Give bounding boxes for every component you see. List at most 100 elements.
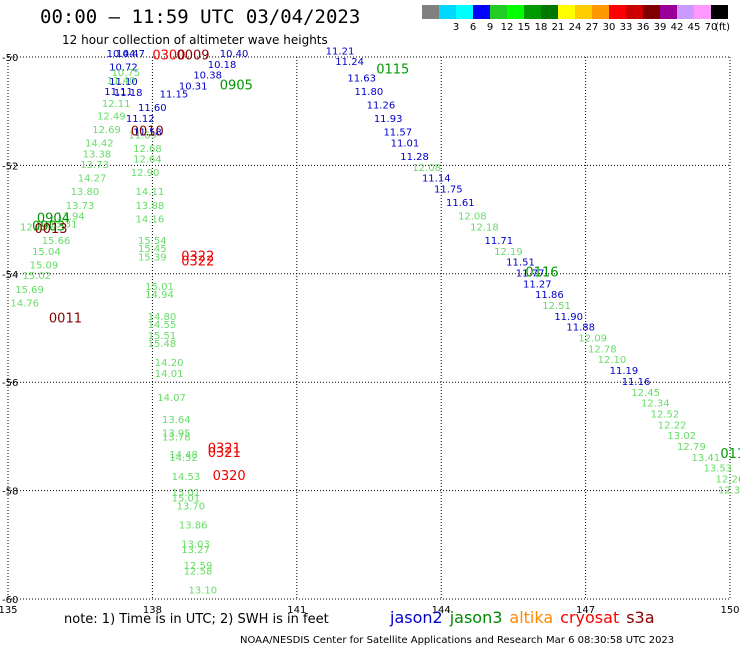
colorbar-swatch (507, 5, 524, 19)
swh-value-label: 14.07 (157, 393, 186, 404)
swh-value-label: 9.24 (232, 38, 254, 49)
colorbar-label: 42 (670, 22, 684, 33)
legend-entry-s3a: s3a (626, 608, 655, 627)
track-time-label: 011 (720, 447, 740, 462)
track-time-label: 0011 (49, 312, 82, 327)
y-tick-label: -50 (2, 53, 18, 64)
swh-value-label: 13.88 (136, 201, 165, 212)
swh-value-label: 13.03 (181, 540, 210, 551)
swh-value-label: 14.11 (136, 187, 165, 198)
colorbar-swatch (575, 5, 592, 19)
swh-value-label: 13.94 (56, 212, 85, 223)
swh-value-label: 13.31 (49, 220, 78, 231)
track-time-label: 0320 (213, 469, 246, 484)
swh-value-label: 13.78 (162, 433, 191, 444)
colorbar-label: 9 (486, 22, 494, 33)
swh-value-label: 11.11 (104, 87, 133, 98)
swh-value-label: 11.80 (355, 87, 384, 98)
colorbar-swatch (626, 5, 643, 19)
swh-value-label: 11.88 (566, 323, 595, 334)
swh-value-label: 10.75 (111, 68, 140, 79)
swh-value-label: 13.80 (71, 187, 100, 198)
swh-value-label: 14.76 (10, 298, 39, 309)
swh-value-label: 12.90 (131, 168, 160, 179)
track-time-label: 0903 (32, 219, 65, 234)
swh-value-label: 13.02 (667, 431, 696, 442)
swh-value-label: 14.48 (169, 450, 198, 461)
chart-subtitle: 12 hour collection of altimeter wave hei… (62, 33, 328, 47)
track-time-label: 0115 (376, 62, 409, 77)
colorbar-swatch (643, 5, 660, 19)
colorbar-label: 15 (517, 22, 531, 33)
track-time-label: 0300 (152, 49, 185, 64)
swh-value-label: 14.42 (85, 138, 114, 149)
track-time-label: 0009 (176, 49, 209, 64)
swh-value-label: 12.3 (718, 485, 740, 496)
chart-title: 00:00 – 11:59 UTC 03/04/2023 (40, 6, 361, 28)
swh-value-label: 15.04 (32, 247, 61, 258)
colorbar-label: 45 (687, 22, 701, 33)
y-tick-label: -58 (2, 487, 18, 498)
x-tick-label: 138 (143, 605, 162, 616)
legend-entry-jason2: jason2 (390, 608, 443, 627)
swh-value-label: 14.01 (155, 369, 184, 380)
swh-value-label: 15.69 (15, 285, 44, 296)
swh-value-label: 15.66 (42, 236, 71, 247)
swh-value-label: 14.20 (155, 358, 184, 369)
swh-value-label: 11.77 (516, 269, 545, 280)
swh-value-label: 12.79 (677, 442, 706, 453)
swh-value-label: 11.19 (314, 35, 343, 46)
legend-entry-cryosat: cryosat (560, 608, 620, 627)
swh-value-label: 12.22 (658, 420, 687, 431)
swh-value-label: 13.73 (80, 160, 109, 171)
swh-value-label: 12.64 (133, 155, 162, 166)
x-tick-label: 150 (720, 605, 739, 616)
track-time-label: 0904 (37, 211, 70, 226)
swh-value-label: 11.90 (554, 312, 583, 323)
swh-value-label: 11.27 (523, 279, 552, 290)
swh-value-label: 14.52 (169, 453, 198, 464)
colorbar-label: 6 (469, 22, 477, 33)
swh-value-label: 13.41 (691, 453, 720, 464)
track-time-label: 0010 (131, 125, 164, 140)
colorbar-label: 70 (704, 22, 718, 33)
swh-value-label: 14.27 (78, 174, 107, 185)
swh-value-label: 14.80 (148, 312, 177, 323)
swh-value-label: 13.10 (189, 586, 218, 597)
swh-value-label: 11.93 (374, 114, 403, 125)
colorbar-label: 33 (619, 22, 633, 33)
colorbar-label: 18 (534, 22, 548, 33)
swh-value-label: 13.38 (83, 149, 112, 160)
track-time-label: 0321 (208, 446, 241, 461)
y-tick-label: -56 (2, 378, 18, 389)
swh-value-label: 15.02 (22, 271, 51, 282)
swh-value-label: 11.69 (128, 130, 157, 141)
swh-value-label: 11.24 (335, 57, 364, 68)
swh-value-label: 13.73 (66, 201, 95, 212)
footer-credit: NOAA/NESDIS Center for Satellite Applica… (240, 635, 675, 646)
colorbar-swatch (541, 5, 558, 19)
track-time-label: 0116 (525, 266, 558, 281)
swh-value-label: 12.78 (588, 344, 617, 355)
colorbar-swatch (711, 5, 728, 19)
swh-value-label: 11.61 (446, 198, 475, 209)
swh-value-label: 11.18 (114, 88, 143, 99)
swh-value-label: 11.60 (138, 103, 167, 114)
swh-value-label: 12.18 (470, 222, 499, 233)
swh-value-label: 11.01 (391, 138, 420, 149)
colorbar-swatch (592, 5, 609, 19)
swh-value-label: 11.51 (506, 258, 535, 269)
track-time-label: 0322 (181, 249, 214, 264)
swh-value-label: 12.08 (412, 163, 441, 174)
colorbar-label: 27 (585, 22, 599, 33)
colorbar-label: 36 (636, 22, 650, 33)
swh-value-label: 15.01 (145, 282, 174, 293)
swh-value-label: 15.09 (30, 260, 59, 271)
swh-value-label: 10.18 (208, 60, 237, 71)
track-time-label: 0322 (181, 255, 214, 270)
swh-value-label: 14.53 (172, 472, 201, 483)
swh-value-label: 11.12 (126, 114, 155, 125)
swh-value-label: 15.54 (138, 236, 167, 247)
swh-value-label: 12.69 (92, 125, 121, 136)
x-tick-label: 135 (0, 605, 18, 616)
